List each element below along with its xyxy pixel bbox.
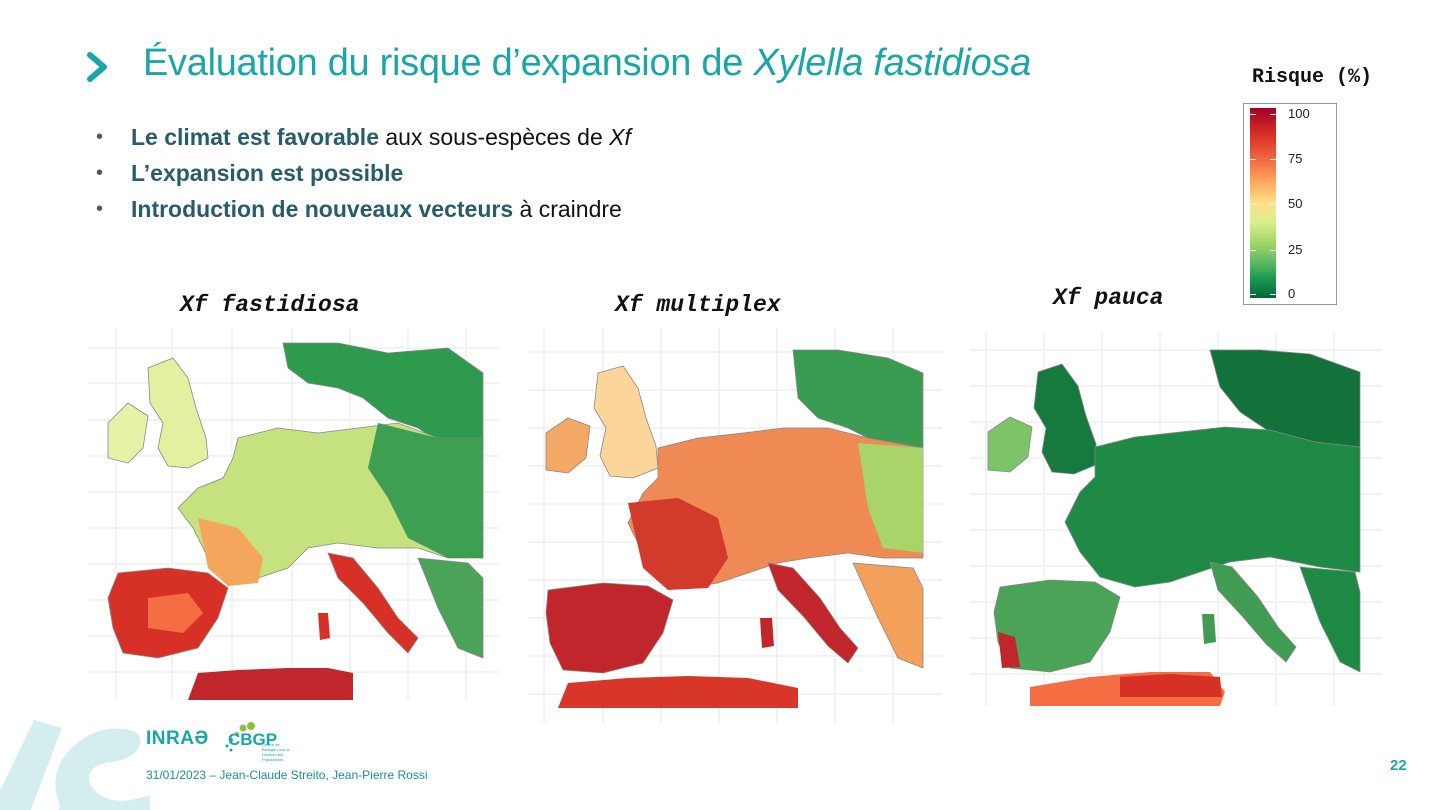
cbgp-subtitle: Centre de Biologie pour la Gestion des P…	[262, 742, 290, 762]
bullet-list: • Le climat est favorable aux sous-espèce…	[96, 122, 631, 230]
bullet-italic: Xf	[609, 124, 631, 150]
slide-title: Évaluation du risque d’expansion de Xyle…	[143, 42, 1031, 85]
legend-tick-label: 0	[1288, 286, 1296, 301]
map-title-pauca: Xf pauca	[1053, 285, 1164, 311]
risk-map-fastidiosa	[88, 328, 500, 700]
page-number: 22	[1390, 757, 1407, 774]
legend-tick-label: 75	[1288, 151, 1303, 166]
risk-map-pauca	[970, 332, 1382, 706]
bullet-item: • Introduction de nouveaux vecteurs à cra…	[96, 196, 622, 222]
map-title-multiplex: Xf multiplex	[615, 292, 781, 318]
title-text: Évaluation du risque d’expansion de	[143, 42, 754, 84]
cbgp-logo-dots	[225, 722, 255, 752]
legend-tick-label: 100	[1288, 106, 1310, 121]
bullet-bold: L’expansion est possible	[131, 160, 404, 186]
inrae-watermark	[0, 720, 150, 810]
title-species: Xylella fastidiosa	[753, 42, 1031, 84]
map-title-fastidiosa: Xf fastidiosa	[180, 292, 360, 318]
risk-map-multiplex	[528, 328, 942, 723]
legend-colorbar	[1250, 108, 1276, 298]
risk-legend: 100 75 50 25 0	[1243, 103, 1337, 305]
bullet-item: • Le climat est favorable aux sous-espèce…	[96, 124, 631, 150]
chevron-right-icon	[87, 52, 107, 82]
bullet-item: • L’expansion est possible	[96, 160, 404, 186]
legend-tick-label: 50	[1288, 196, 1303, 211]
legend-title: Risque (%)	[1252, 66, 1373, 89]
cbgp-logo: CBGP	[228, 730, 278, 749]
bullet-bold: Le climat est favorable	[131, 124, 379, 150]
footer-text: 31/01/2023 – Jean-Claude Streito, Jean-P…	[146, 768, 428, 782]
bullet-bold: Introduction de nouveaux vecteurs	[131, 196, 514, 222]
bullet-text: aux sous-espèces de	[379, 124, 610, 150]
legend-tick-label: 25	[1288, 242, 1303, 257]
bullet-text: à craindre	[513, 196, 622, 222]
inrae-logo: INRAƏ	[146, 728, 209, 749]
